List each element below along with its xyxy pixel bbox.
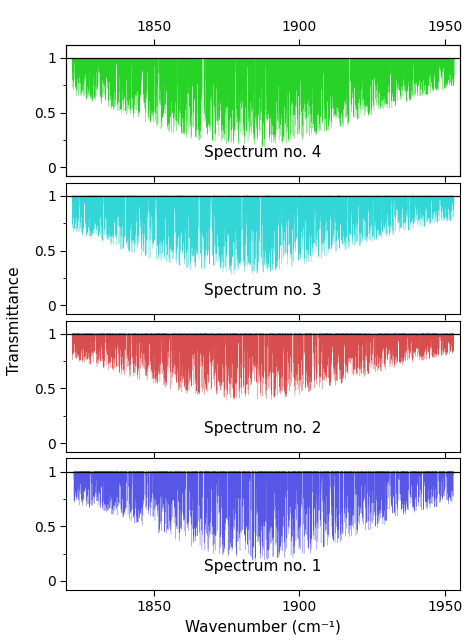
- X-axis label: Wavenumber (cm⁻¹): Wavenumber (cm⁻¹): [185, 620, 341, 635]
- Text: Spectrum no. 1: Spectrum no. 1: [204, 558, 322, 574]
- Text: Spectrum no. 4: Spectrum no. 4: [204, 145, 322, 160]
- Text: Spectrum no. 2: Spectrum no. 2: [204, 420, 322, 436]
- Text: Spectrum no. 3: Spectrum no. 3: [204, 283, 322, 298]
- Text: Transmittance: Transmittance: [7, 266, 22, 375]
